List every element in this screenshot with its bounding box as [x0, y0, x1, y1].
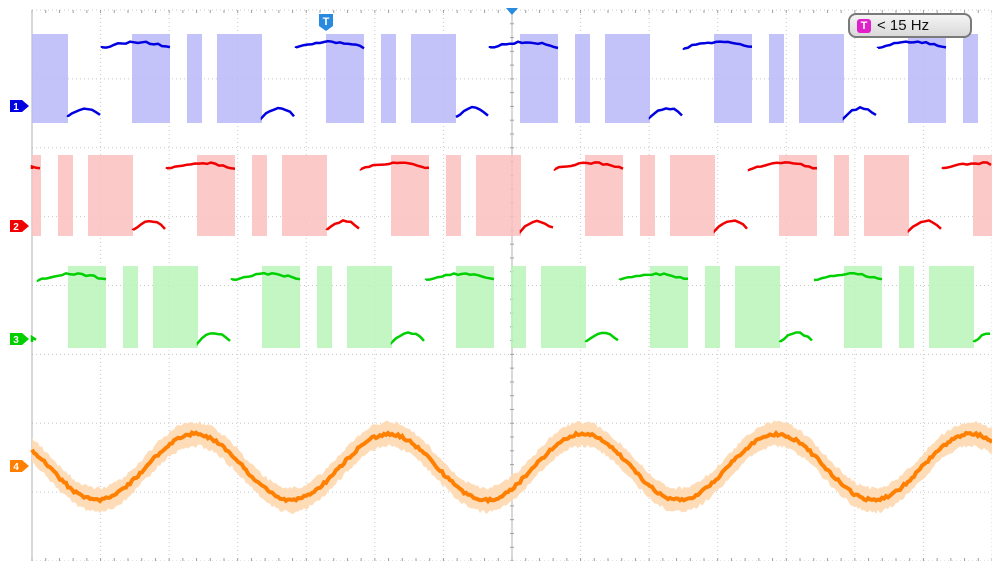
channel-1-burst	[217, 34, 262, 123]
channel-1-burst	[575, 34, 590, 123]
channel-2-burst	[252, 155, 267, 236]
channel-2-burst	[476, 155, 521, 236]
channel-2-burst	[640, 155, 655, 236]
channel-3-burst	[511, 266, 526, 348]
channel-3-burst	[541, 266, 586, 348]
channel-1-burst	[799, 34, 844, 123]
channel-1-burst	[605, 34, 650, 123]
channel-1-burst	[326, 34, 364, 123]
channel-2-burst	[670, 155, 715, 236]
channel-2-burst	[834, 155, 849, 236]
channel-1-burst	[187, 34, 202, 123]
channel-2-trace	[32, 155, 992, 236]
channel-2-burst	[58, 155, 73, 236]
channel-2-burst	[88, 155, 133, 236]
trigger-frequency-text: < 15 Hz	[877, 17, 929, 34]
channel-3-trace	[32, 266, 990, 348]
channel-2-burst	[973, 155, 992, 236]
channel-3-burst	[347, 266, 392, 348]
channel-1-label: 1	[13, 102, 19, 113]
channel-3-label: 3	[13, 335, 19, 346]
channel-2-label: 2	[13, 222, 19, 233]
channel-3-burst	[899, 266, 914, 348]
channel-1-burst	[381, 34, 396, 123]
channel-4-label: 4	[13, 462, 19, 473]
channel-2-burst	[864, 155, 909, 236]
time-reference-marker	[506, 8, 518, 15]
trigger-frequency-badge[interactable]: T < 15 Hz	[848, 13, 972, 38]
channel-1-burst	[32, 34, 68, 123]
channel-3-burst	[735, 266, 780, 348]
channel-2-burst	[446, 155, 461, 236]
channel-3-burst	[705, 266, 720, 348]
channel-1-burst	[769, 34, 784, 123]
channel-3-burst	[123, 266, 138, 348]
trigger-position-label: T	[323, 16, 330, 28]
channel-2-burst	[282, 155, 327, 236]
trigger-t-icon: T	[857, 19, 871, 33]
channel-1-burst	[411, 34, 456, 123]
channel-1-burst	[963, 34, 978, 123]
channel-3-burst	[317, 266, 332, 348]
channel-3-burst	[153, 266, 198, 348]
channel-3-burst	[929, 266, 974, 348]
